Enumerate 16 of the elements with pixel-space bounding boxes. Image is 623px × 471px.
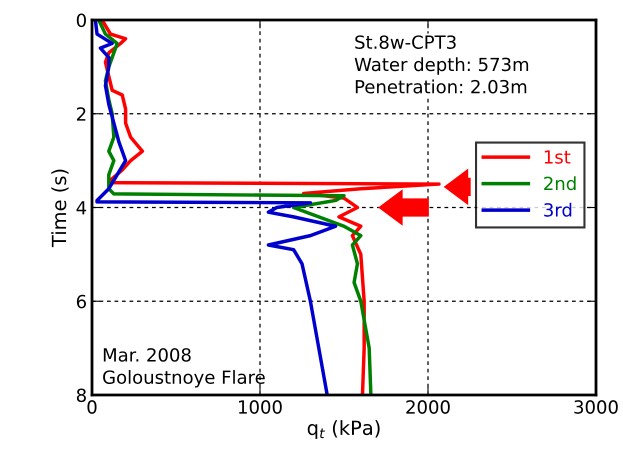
legend-label: 3rd <box>544 202 572 217</box>
legend-label: 1st <box>544 150 570 164</box>
x-tick-label: 3000 <box>574 400 618 414</box>
legend-label: 2nd <box>544 176 576 190</box>
y-tick-label: 6 <box>76 294 86 308</box>
y-tick-label: 4 <box>76 201 86 214</box>
x-tick-label: 0 <box>87 400 97 414</box>
y-tick-label: 2 <box>76 107 86 121</box>
x-tick-label: 2000 <box>406 400 450 414</box>
x-tick-label: 1000 <box>239 400 282 414</box>
x-axis-title: q$_{t}$ (kPa) <box>308 420 380 439</box>
y-axis-title: Time (s) <box>51 170 69 248</box>
y-tick-label: 8 <box>76 388 86 402</box>
y-tick-label: 0 <box>76 13 86 28</box>
annotation: St.8w-CPT3 Water depth: 573m Penetration: 2.03m <box>354 35 528 94</box>
annotation: Mar. 2008 Goloustnoye Flare <box>103 348 265 388</box>
